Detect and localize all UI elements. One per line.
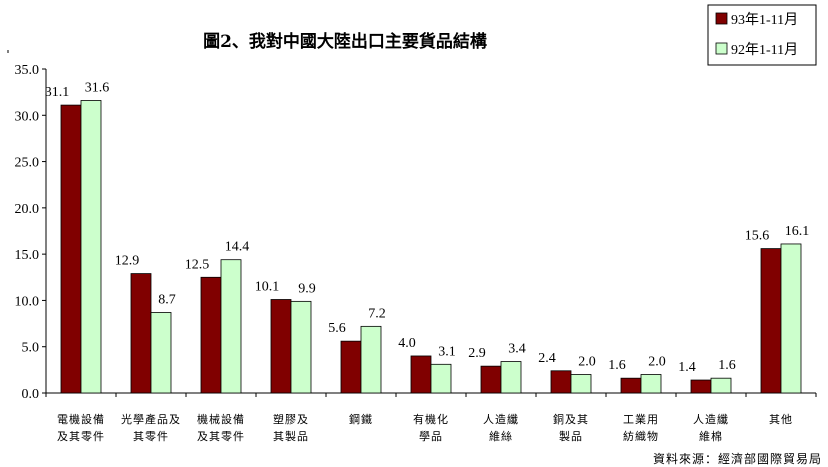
data-label: 12.9 [115, 254, 140, 269]
source-note: 資料來源：經濟部國際貿易局 [653, 451, 822, 466]
bar-93 [760, 248, 782, 394]
bar-93 [480, 365, 502, 394]
data-label: 2.0 [648, 354, 666, 369]
y-tick-label: 20.0 [15, 202, 40, 217]
bar-92 [290, 300, 312, 394]
bar-92 [360, 325, 382, 394]
bar-92 [430, 363, 452, 394]
data-label: 14.4 [225, 240, 250, 255]
data-label: 8.7 [158, 292, 176, 307]
data-label: 2.4 [538, 351, 556, 366]
bar-92 [500, 361, 522, 394]
data-label: 2.0 [578, 354, 596, 369]
bars [60, 100, 802, 394]
axes: 0.0 5.0 10.0 15.0 20.0 25.0 30.0 35.0 [7, 50, 817, 402]
y-tick-label: 15.0 [15, 248, 40, 263]
legend-label: 93年1-11月 [731, 12, 798, 28]
y-tick-label: 0.0 [22, 387, 40, 402]
category-label: 製品 [559, 429, 583, 443]
category-label: 紡織物 [623, 429, 659, 443]
category-label: 銅及其 [553, 412, 589, 426]
data-label: 31.1 [45, 85, 70, 100]
category-label: 有機化 [413, 412, 449, 426]
data-label: 4.0 [398, 336, 416, 351]
category-label: 其零件 [133, 430, 169, 443]
category-label: 其製品 [273, 429, 309, 443]
bar-93 [200, 276, 222, 394]
data-label: 3.1 [438, 344, 456, 359]
data-label: 2.9 [468, 346, 486, 361]
category-label: 及其零件 [197, 430, 245, 443]
category-label: 維絲 [489, 429, 513, 443]
category-label: 光學產品及 [121, 412, 181, 426]
y-tick-label: 10.0 [15, 294, 40, 309]
bar-92 [220, 259, 242, 394]
bar-92 [710, 377, 732, 394]
data-label: 9.9 [298, 281, 316, 296]
data-label: 7.2 [368, 306, 386, 321]
category-label: 機械設備 [197, 412, 245, 426]
bar-93 [130, 273, 152, 394]
category-label: 塑膠及 [273, 412, 309, 426]
category-label: 鋼鐵 [349, 412, 373, 426]
data-label: 1.6 [718, 358, 736, 373]
data-label: 5.6 [328, 321, 346, 336]
bar-92 [640, 374, 662, 394]
data-labels: 31.1 12.9 12.5 10.1 5.6 4.0 2.9 2.4 1.6 1.4 15.6 31… [45, 80, 810, 375]
y-tick-label: 35.0 [15, 63, 40, 78]
bar-92 [780, 243, 802, 394]
category-label: 維棉 [699, 429, 723, 443]
data-label: 3.4 [508, 342, 526, 357]
bar-93 [270, 299, 292, 394]
bar-93 [550, 370, 572, 394]
bar-92 [150, 312, 172, 394]
bar-93 [690, 379, 712, 394]
category-label: 及其零件 [57, 430, 105, 443]
bar-93 [410, 355, 432, 394]
data-label: 16.1 [785, 224, 810, 239]
legend-swatch [715, 12, 728, 25]
data-label: 12.5 [185, 257, 210, 272]
chart-title: 圖2、我對中國大陸出口主要貨品結構 [203, 31, 487, 52]
data-label: 1.4 [678, 360, 696, 375]
bar-93 [620, 377, 642, 394]
data-label: 10.1 [255, 280, 280, 295]
bar-92 [80, 100, 102, 394]
legend-swatch [715, 42, 728, 55]
bar-92 [570, 374, 592, 394]
y-tick-label: 30.0 [15, 109, 40, 124]
y-tick-label: 5.0 [22, 341, 40, 356]
data-label: 15.6 [745, 229, 770, 244]
data-label: 31.6 [85, 80, 110, 95]
category-label: 人造纖 [483, 412, 519, 426]
bar-93 [340, 340, 362, 394]
category-label: 工業用 [623, 413, 659, 426]
category-label: 電機設備 [57, 412, 105, 426]
bar-93 [60, 104, 82, 394]
legend-label: 92年1-11月 [731, 42, 798, 58]
category-label: 人造纖 [693, 412, 729, 426]
category-label: 其他 [769, 413, 793, 426]
legend: 93年1-11月 92年1-11月 [707, 4, 817, 66]
data-label: 1.6 [608, 358, 626, 373]
y-tick-label: 25.0 [15, 156, 40, 171]
category-label: 學品 [419, 430, 443, 443]
